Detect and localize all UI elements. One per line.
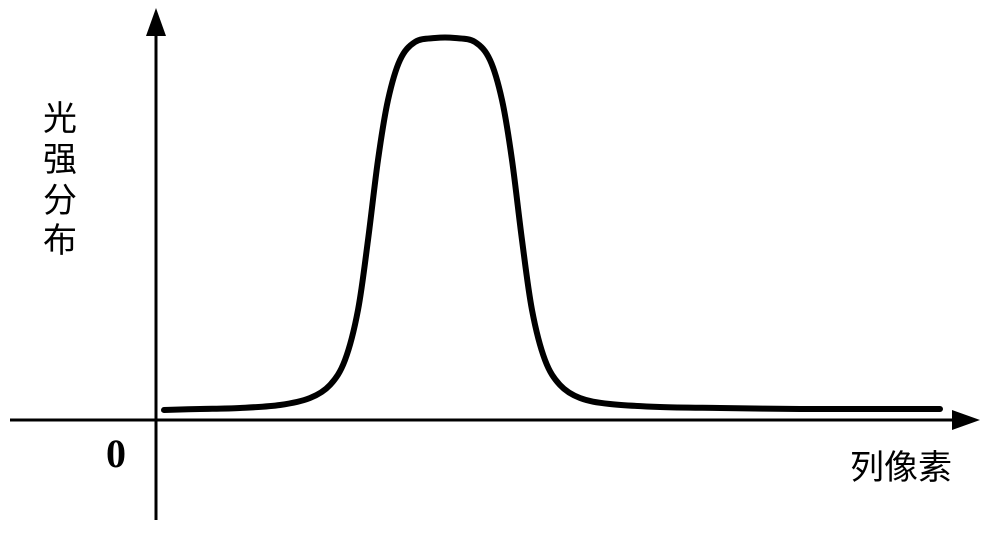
y-axis-label-char: 强	[40, 141, 80, 182]
origin-label: 0	[106, 430, 126, 477]
x-axis-label: 列像素	[850, 440, 952, 489]
y-axis-label-char: 布	[40, 222, 80, 263]
y-axis-label-char: 光	[40, 100, 80, 141]
chart-container: 光 强 分 布 列像素 0	[0, 0, 1003, 552]
y-axis-label-char: 分	[40, 182, 80, 223]
intensity-curve	[164, 37, 940, 410]
y-axis-label: 光 强 分 布	[40, 100, 80, 263]
